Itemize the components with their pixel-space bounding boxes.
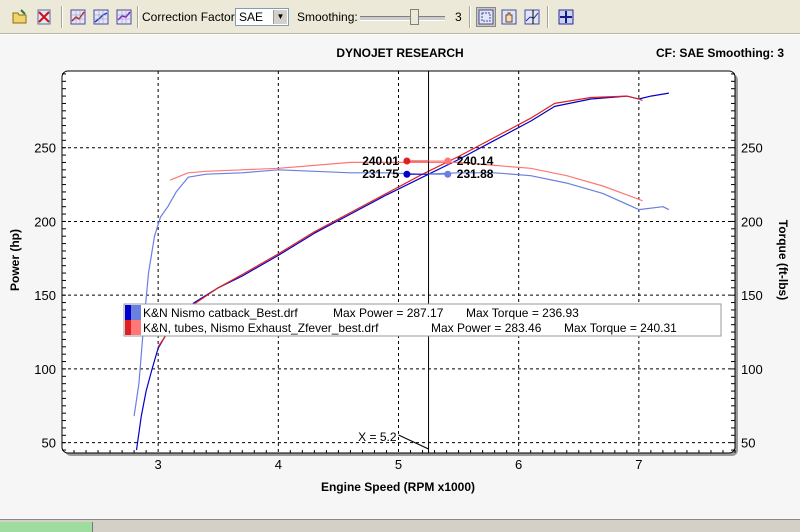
marker-label-1: 231.75: [362, 167, 399, 181]
close-file-icon[interactable]: [34, 7, 54, 27]
open-file-icon[interactable]: [10, 7, 30, 27]
smoothing-value: 3: [455, 10, 462, 24]
y-axis-left-label: Power (hp): [8, 229, 22, 291]
y-axis-right-label: Torque (ft-lbs): [776, 220, 790, 300]
x-tick-label-1: 4: [275, 457, 282, 472]
chart-title: DYNOJET RESEARCH: [336, 46, 464, 60]
marker-dot-0: [403, 157, 411, 165]
correction-factor-select[interactable]: SAE ▼: [235, 8, 289, 26]
legend-maxtorque-2: Max Torque = 240.31: [564, 321, 677, 335]
smoothing-slider[interactable]: [360, 9, 445, 25]
legend-name-1: K&N Nismo catback_Best.drf: [143, 306, 298, 320]
y-tick-label-right-4: 250: [741, 141, 763, 156]
marker-label-3: 231.88: [457, 167, 494, 181]
cursor-graph-icon[interactable]: [522, 7, 542, 27]
legend-swatch-2a: [125, 320, 131, 335]
graph-icon-3[interactable]: [114, 7, 134, 27]
marker-label-0: 240.01: [362, 154, 399, 168]
legend-maxtorque-1: Max Torque = 236.93: [466, 306, 579, 320]
graph-icon-2[interactable]: [91, 7, 111, 27]
graph-icon-1[interactable]: [68, 7, 88, 27]
marker-dot-3: [444, 170, 452, 178]
legend-swatch-2b: [131, 320, 141, 335]
y-tick-label-right-2: 150: [741, 288, 763, 303]
legend-box: [123, 303, 722, 337]
series-line-torque1: [133, 169, 670, 417]
cursor-group: X = 5.2: [358, 71, 430, 453]
legend-swatch-1b: [131, 305, 141, 320]
crosshair-icon[interactable]: [556, 7, 576, 27]
marker-dot-1: [403, 170, 411, 178]
series-line-power2: [157, 95, 643, 348]
chevron-down-icon[interactable]: ▼: [273, 10, 287, 24]
legend-swatch-1a: [125, 305, 131, 320]
cursor-pointer-line: [398, 434, 429, 450]
smoothing-label: Smoothing:: [297, 10, 358, 24]
y-tick-label-right-0: 50: [741, 436, 755, 451]
x-tick-label-4: 7: [635, 457, 642, 472]
status-bar: [0, 519, 800, 532]
series-line-power1: [135, 92, 669, 451]
legend: K&N Nismo catback_Best.drf Max Power = 2…: [123, 303, 722, 337]
x-tick-label-2: 5: [395, 457, 402, 472]
correction-factor-label: Correction Factor:: [142, 10, 239, 24]
status-progress: [0, 522, 93, 532]
y-tick-label-left-1: 100: [34, 362, 56, 377]
smoothing-slider-thumb[interactable]: [410, 9, 419, 25]
correction-factor-value: SAE: [239, 10, 264, 24]
y-tick-label-left-0: 50: [42, 436, 56, 451]
y-tick-label-right-3: 200: [741, 214, 763, 229]
legend-name-2: K&N, tubes, Nismo Exhaust_Zfever_best.dr…: [143, 321, 379, 335]
toolbar: Correction Factor: SAE ▼ Smoothing: 3: [0, 0, 800, 34]
grid: [62, 71, 735, 453]
legend-maxpower-1: Max Power = 287.17: [333, 306, 444, 320]
x-tick-label-0: 3: [155, 457, 162, 472]
y-tick-label-left-2: 150: [34, 288, 56, 303]
pan-hand-icon[interactable]: [499, 7, 519, 27]
y-tick-label-left-3: 200: [34, 214, 56, 229]
axis-ticks: 3 4 5 6 7 50 50 100 100 150 150 200 200 250 250: [34, 73, 763, 472]
zoom-icon[interactable]: [476, 7, 496, 27]
marker-label-2: 240.14: [457, 154, 494, 168]
chart-subtitle: CF: SAE Smoothing: 3: [656, 46, 784, 60]
x-axis-label: Engine Speed (RPM x1000): [321, 480, 475, 494]
legend-maxpower-2: Max Power = 283.46: [431, 321, 542, 335]
y-tick-label-left-4: 250: [34, 141, 56, 156]
marker-dot-2: [444, 157, 452, 165]
x-tick-label-3: 6: [515, 457, 522, 472]
cursor-label: X = 5.2: [358, 430, 397, 444]
y-tick-label-right-1: 100: [741, 362, 763, 377]
